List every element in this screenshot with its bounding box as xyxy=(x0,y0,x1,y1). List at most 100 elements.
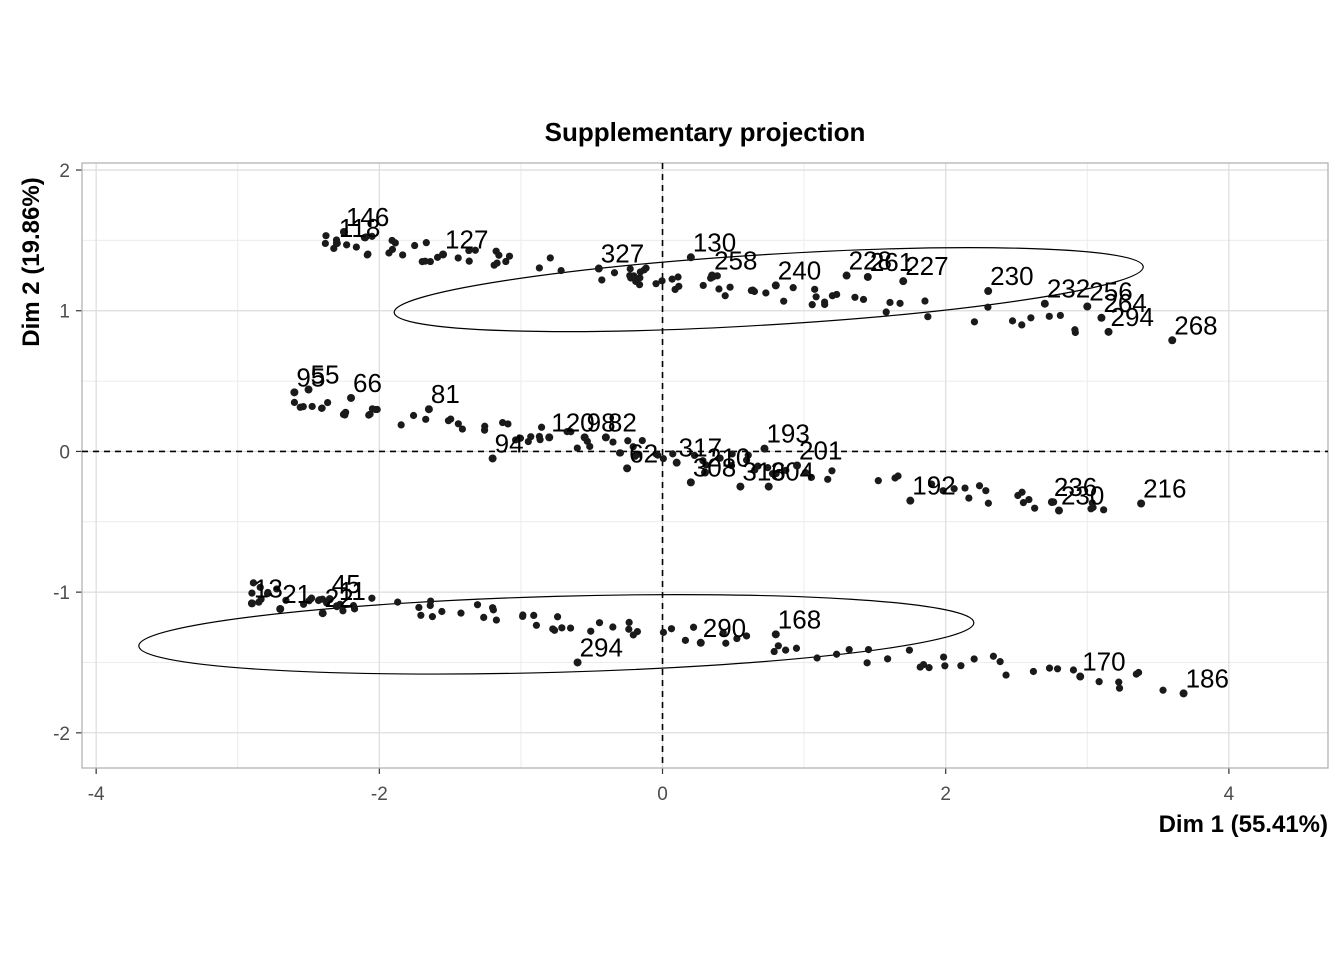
data-point xyxy=(273,585,281,593)
confidence-ellipse xyxy=(138,594,975,675)
data-point xyxy=(394,598,402,606)
data-point xyxy=(811,285,819,293)
x-tick-label: 4 xyxy=(1224,784,1235,805)
data-point xyxy=(625,625,633,633)
data-point xyxy=(899,277,908,286)
data-point xyxy=(1179,689,1188,698)
data-point xyxy=(965,494,973,502)
data-point xyxy=(324,398,332,407)
point-label: 268 xyxy=(1174,310,1217,340)
point-label: 13 xyxy=(254,573,283,603)
data-point xyxy=(989,652,998,660)
data-point xyxy=(699,281,707,290)
data-point xyxy=(715,285,723,293)
data-point xyxy=(961,484,969,492)
data-point xyxy=(808,301,816,309)
data-point xyxy=(864,645,873,654)
point-label: 82 xyxy=(608,407,637,437)
data-point xyxy=(573,658,582,667)
data-point xyxy=(411,241,419,250)
data-point xyxy=(820,298,829,306)
point-label: 240 xyxy=(778,255,821,285)
data-point xyxy=(417,611,425,619)
data-point xyxy=(1115,684,1124,692)
data-point xyxy=(721,292,729,300)
data-point xyxy=(248,589,256,597)
y-tick-label: 1 xyxy=(59,302,70,323)
data-point xyxy=(1056,311,1064,320)
point-label: 228 xyxy=(849,246,892,276)
data-point xyxy=(586,442,594,451)
point-label: 45 xyxy=(332,569,361,599)
data-point xyxy=(905,646,914,654)
data-point xyxy=(304,385,313,394)
data-point xyxy=(332,239,341,248)
data-point xyxy=(594,264,603,273)
data-point xyxy=(415,603,423,612)
data-point xyxy=(690,451,699,460)
point-label: 81 xyxy=(431,379,460,409)
data-point xyxy=(276,605,285,614)
data-point xyxy=(299,600,308,608)
data-point xyxy=(352,243,360,251)
data-point xyxy=(418,257,426,266)
data-point xyxy=(760,444,769,453)
data-point xyxy=(770,647,778,656)
data-point xyxy=(339,607,347,615)
data-point xyxy=(536,436,544,444)
data-point xyxy=(882,308,890,316)
data-point xyxy=(627,274,635,282)
y-tick-label: 0 xyxy=(59,442,70,463)
point-label: 261 xyxy=(870,247,913,277)
data-point xyxy=(859,295,868,304)
point-label: 120 xyxy=(551,407,594,437)
data-point xyxy=(982,487,990,495)
data-point xyxy=(580,433,589,442)
data-point xyxy=(557,266,565,275)
data-point xyxy=(884,655,892,663)
point-label: 62 xyxy=(629,438,658,468)
point-label: 170 xyxy=(1082,647,1125,677)
data-point xyxy=(290,388,299,397)
data-point xyxy=(439,250,448,259)
point-label: 186 xyxy=(1186,663,1229,693)
data-point xyxy=(535,264,543,272)
data-point xyxy=(1019,499,1027,507)
data-point xyxy=(625,618,633,627)
data-point xyxy=(624,437,632,445)
data-point xyxy=(318,404,326,412)
data-point xyxy=(308,402,316,411)
data-point xyxy=(659,628,668,636)
point-label: 327 xyxy=(601,239,644,269)
data-point xyxy=(527,433,535,441)
data-point xyxy=(984,287,993,296)
data-point xyxy=(927,480,936,488)
data-point xyxy=(1069,666,1078,674)
data-point xyxy=(516,434,525,442)
data-point xyxy=(318,609,327,618)
data-point xyxy=(749,286,757,294)
data-point xyxy=(845,646,853,654)
data-point xyxy=(616,449,625,457)
data-point xyxy=(768,470,777,478)
data-point xyxy=(1002,671,1010,679)
data-point xyxy=(733,634,741,643)
confidence-ellipse xyxy=(393,247,1144,333)
data-point xyxy=(315,596,324,604)
data-point xyxy=(465,257,473,265)
data-point xyxy=(1047,498,1056,507)
point-label: 216 xyxy=(1143,473,1186,503)
data-point xyxy=(742,456,751,464)
data-point xyxy=(247,599,256,608)
data-point xyxy=(874,477,882,485)
data-point xyxy=(553,613,562,621)
data-point xyxy=(493,259,501,267)
data-point xyxy=(388,236,396,245)
point-label: 168 xyxy=(778,604,821,634)
point-label: 317 xyxy=(679,433,722,463)
data-point xyxy=(833,290,841,299)
point-label: 258 xyxy=(714,246,757,276)
data-point xyxy=(701,468,709,477)
data-point xyxy=(636,274,644,282)
